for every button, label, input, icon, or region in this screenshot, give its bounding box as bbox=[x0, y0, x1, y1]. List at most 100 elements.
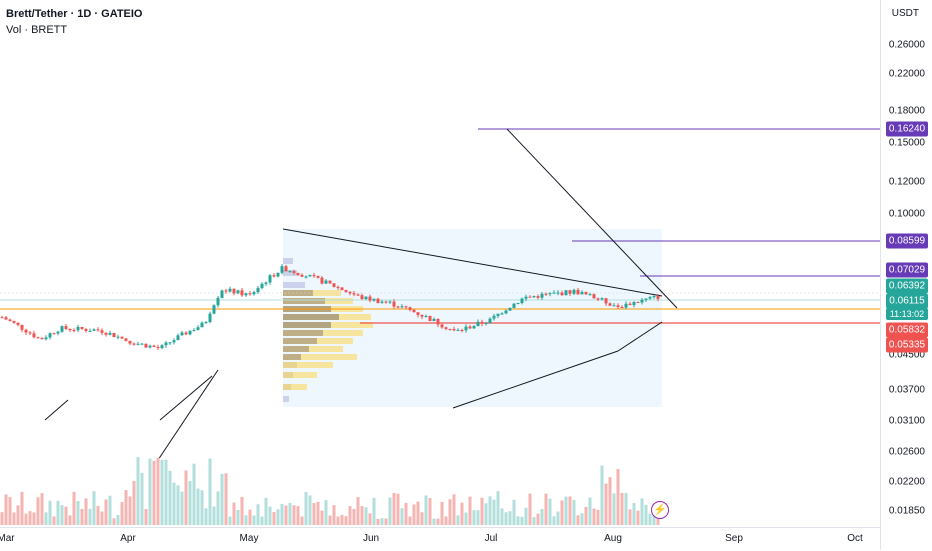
candle-body bbox=[256, 288, 260, 293]
price-label-005335: 0.05335 bbox=[886, 337, 928, 353]
volume-bar bbox=[128, 496, 132, 525]
price-tick: 0.02200 bbox=[888, 476, 925, 488]
candle-body bbox=[180, 332, 184, 336]
volume-bar bbox=[88, 508, 92, 525]
volume-bar bbox=[332, 505, 336, 525]
candle-body bbox=[112, 332, 116, 338]
candle-body bbox=[308, 275, 312, 277]
candle-body bbox=[348, 291, 352, 294]
candle-body bbox=[56, 331, 60, 334]
candle-body bbox=[148, 345, 152, 348]
volume-profile-bar bbox=[283, 338, 353, 344]
currency-label[interactable]: USDT bbox=[891, 8, 919, 19]
trendline bbox=[506, 128, 678, 309]
time-axis[interactable]: Mar Apr May Jun Jul Aug Sep Oct bbox=[0, 527, 880, 551]
volume-bar bbox=[528, 493, 532, 525]
candle-body bbox=[228, 288, 232, 292]
candle-body bbox=[492, 315, 496, 319]
volume-bar bbox=[580, 513, 584, 525]
candle-body bbox=[88, 330, 92, 332]
volume-bar bbox=[56, 500, 60, 525]
candle-body bbox=[328, 280, 332, 284]
volume-bar bbox=[596, 509, 600, 525]
candle-body bbox=[76, 326, 80, 331]
volume-bar bbox=[224, 473, 228, 525]
volume-bar bbox=[24, 513, 28, 525]
volume-bar bbox=[400, 508, 404, 525]
price-tick: 0.26000 bbox=[888, 39, 925, 51]
volume-bar bbox=[176, 485, 180, 525]
volume-bar bbox=[444, 516, 448, 525]
volume-bar bbox=[288, 503, 292, 525]
candle-body bbox=[412, 309, 416, 313]
candle-body bbox=[104, 332, 108, 335]
volume-bar bbox=[616, 469, 620, 525]
price-tick: 0.01850 bbox=[888, 505, 925, 517]
symbol-title[interactable]: Brett/Tether · 1D · GATEIO bbox=[6, 8, 143, 20]
candle-body bbox=[416, 312, 420, 315]
volume-bar bbox=[116, 514, 120, 525]
volume-label[interactable]: Vol · BRETT bbox=[6, 24, 68, 36]
volume-bar bbox=[84, 498, 88, 525]
chart-svg bbox=[0, 128, 880, 525]
volume-bar bbox=[432, 518, 436, 525]
candle-body bbox=[288, 271, 292, 273]
trendline bbox=[617, 321, 663, 352]
candle-body bbox=[248, 293, 252, 295]
volume-bar bbox=[632, 503, 636, 525]
volume-profile-bar bbox=[283, 362, 333, 368]
volume-bar bbox=[336, 516, 340, 525]
candle-body bbox=[32, 333, 36, 338]
time-tick: Jul bbox=[484, 533, 498, 544]
price-axis[interactable]: USDT 0.26000 0.22000 0.18000 0.15000 0.1… bbox=[880, 0, 932, 550]
volume-bar bbox=[372, 497, 376, 525]
volume-profile-bar bbox=[283, 282, 305, 288]
candle-body bbox=[612, 305, 616, 307]
trendline bbox=[452, 350, 619, 409]
price-label-016240: 0.16240 bbox=[886, 121, 928, 137]
volume-bar bbox=[460, 502, 464, 525]
volume-bar bbox=[360, 506, 364, 525]
volume-bar bbox=[648, 513, 652, 525]
volume-bar bbox=[200, 490, 204, 525]
volume-bar bbox=[156, 457, 160, 525]
volume-bar bbox=[76, 501, 80, 525]
candle-body bbox=[508, 307, 512, 311]
candle-body bbox=[544, 293, 548, 295]
time-tick: Mar bbox=[0, 533, 15, 544]
candle-body bbox=[212, 305, 216, 314]
candle-body bbox=[636, 302, 640, 304]
volume-bar bbox=[560, 500, 564, 525]
candle-body bbox=[632, 302, 636, 306]
volume-bar bbox=[272, 512, 276, 525]
chart-plot-area[interactable] bbox=[0, 0, 880, 527]
candle-body bbox=[80, 326, 84, 330]
candle-body bbox=[588, 294, 592, 296]
candle-body bbox=[124, 338, 128, 341]
price-tick: 0.15000 bbox=[888, 137, 925, 149]
volume-bar bbox=[148, 458, 152, 525]
volume-bar bbox=[552, 516, 556, 525]
volume-bar bbox=[120, 502, 124, 525]
candle-body bbox=[320, 277, 324, 284]
volume-bar bbox=[416, 501, 420, 525]
volume-bar bbox=[220, 473, 224, 525]
volume-bar bbox=[556, 511, 560, 525]
candle-body bbox=[184, 332, 188, 335]
candle-body bbox=[8, 319, 12, 321]
volume-bar bbox=[348, 506, 352, 525]
price-tick: 0.03700 bbox=[888, 384, 925, 396]
volume-bar bbox=[424, 495, 428, 525]
volume-bar bbox=[472, 510, 476, 525]
candle-body bbox=[580, 291, 584, 295]
candle-body bbox=[552, 292, 556, 294]
candle-body bbox=[392, 301, 396, 307]
candle-body bbox=[608, 303, 612, 306]
candle-body bbox=[624, 303, 628, 308]
volume-bar bbox=[408, 516, 412, 525]
lightning-icon[interactable]: ⚡ bbox=[651, 501, 669, 519]
volume-bar bbox=[568, 496, 572, 525]
volume-bar bbox=[320, 510, 324, 525]
volume-bar bbox=[264, 497, 268, 525]
volume-bar bbox=[44, 512, 48, 525]
